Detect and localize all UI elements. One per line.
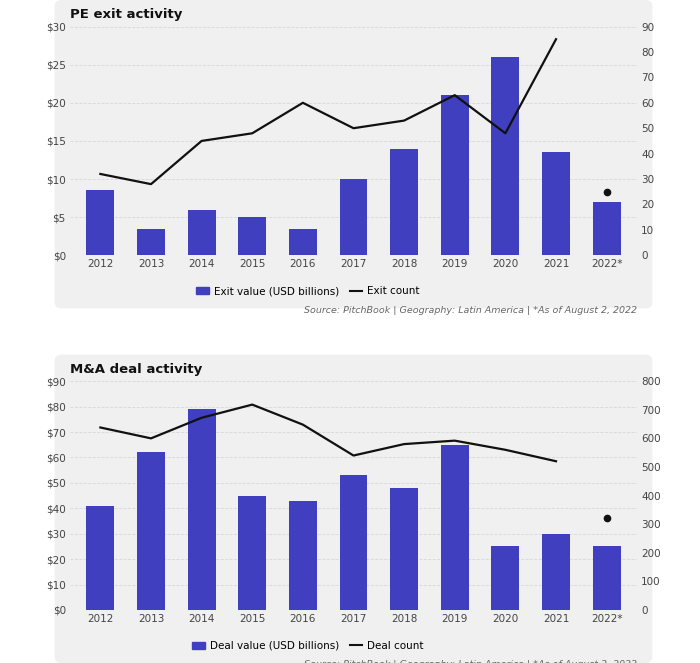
Bar [238,495,266,610]
Bar [289,229,317,255]
Text: Source: PitchBook | Geography: Latin America | *As of August 2, 2022: Source: PitchBook | Geography: Latin Ame… [304,306,637,315]
Bar [340,179,368,255]
Text: M&A deal activity: M&A deal activity [70,363,202,376]
Text: Source: PitchBook | Geography: Latin America | *As of August 2, 2022: Source: PitchBook | Geography: Latin Ame… [304,660,637,663]
Bar [137,452,165,610]
Bar [289,501,317,610]
Bar [390,488,418,610]
Bar [441,445,469,610]
Bar [593,202,620,255]
Legend: Deal value (USD billions), Deal count: Deal value (USD billions), Deal count [188,636,428,655]
Bar [542,534,570,610]
Bar [188,210,216,255]
Text: PE exit activity: PE exit activity [70,8,183,21]
Bar [340,475,368,610]
Bar [491,546,519,610]
Bar [542,152,570,255]
Bar [87,190,114,255]
Bar [188,409,216,610]
Bar [238,217,266,255]
Bar [593,546,620,610]
Bar [491,57,519,255]
Bar [390,149,418,255]
Bar [137,229,165,255]
Legend: Exit value (USD billions), Exit count: Exit value (USD billions), Exit count [193,282,424,300]
Bar [441,95,469,255]
Bar [87,506,114,610]
